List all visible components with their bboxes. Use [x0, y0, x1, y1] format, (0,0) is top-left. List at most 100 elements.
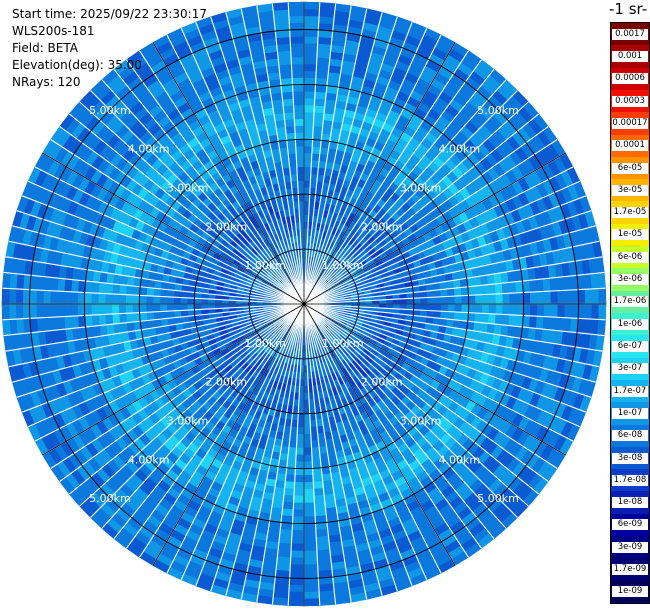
ppi-cell: [420, 297, 428, 305]
ppi-cell: [292, 509, 305, 518]
ppi-cell: [287, 446, 297, 456]
ppi-cell: [283, 487, 295, 497]
ppi-cell: [132, 303, 140, 314]
ppi-cell: [303, 104, 315, 113]
ppi-cell: [159, 296, 168, 305]
ppi-cell: [97, 303, 106, 316]
ppi-cell: [528, 279, 538, 293]
ppi-cell: [303, 90, 316, 99]
ppi-cell: [303, 42, 319, 51]
ppi-cell: [413, 303, 422, 311]
ppi-cell: [282, 494, 295, 504]
ppi-cell: [145, 303, 154, 313]
ppi-cell: [138, 295, 147, 305]
ppi-cell: [303, 97, 316, 106]
ppi-cell: [292, 516, 305, 524]
ppi-cell: [303, 468, 314, 476]
ppi-cell: [111, 303, 120, 315]
ppi-cell: [303, 77, 317, 86]
ppi-cell: [303, 591, 320, 600]
ppi-cell: [303, 584, 320, 593]
ppi-cell: [433, 289, 442, 298]
ppi-cell: [303, 550, 318, 559]
ppi-cell: [467, 285, 476, 296]
ppi-cell: [446, 311, 456, 321]
ppi-cell: [118, 284, 127, 296]
ppi-cell: [287, 598, 305, 607]
ppi-cell: [577, 288, 586, 305]
ppi-cell: [502, 292, 511, 305]
ppi-cell: [495, 293, 504, 305]
ppi-cell: [303, 522, 317, 531]
ppi-cell: [8, 303, 17, 320]
ppi-cell: [550, 290, 559, 305]
ppi-cell: [475, 303, 483, 314]
ppi-cell: [49, 303, 58, 318]
ppi-cell: [152, 311, 162, 321]
ppi-cell: [303, 570, 319, 579]
ppi-cell: [303, 22, 320, 31]
ppi-cell: [481, 293, 490, 305]
ppi-cell: [447, 303, 456, 313]
ppi-cell: [291, 522, 305, 531]
ppi-cell: [315, 63, 330, 73]
ppi-cell: [42, 303, 51, 319]
ppi-cell: [314, 91, 327, 100]
ppi-cell: [516, 292, 524, 305]
ppi-cell: [312, 481, 324, 490]
ppi-cell: [303, 173, 312, 181]
ppi-cell: [314, 508, 327, 517]
ppi-cell: [508, 314, 517, 327]
ppi-cell: [509, 292, 518, 305]
ppi-cell: [63, 303, 72, 317]
ppi-cell: [303, 70, 317, 79]
ppi-cell: [313, 111, 325, 121]
ppi-cell: [303, 495, 315, 504]
ppi-cell: [293, 481, 305, 490]
ppi-cell: [29, 289, 38, 305]
ppi-cell: [166, 296, 175, 305]
ppi-cell: [313, 494, 326, 504]
ppi-cell: [303, 461, 313, 470]
ppi-cell: [516, 303, 524, 316]
ppi-cell: [35, 289, 44, 305]
ppi-cell: [77, 303, 86, 317]
ppi-cell: [132, 294, 140, 305]
ppi-cell: [529, 291, 538, 305]
ppi-cell: [84, 303, 92, 316]
ppi-cell: [313, 487, 325, 497]
ppi-cell: [447, 295, 456, 305]
ppi-cell: [406, 303, 415, 311]
ppi-cell: [8, 288, 17, 305]
ppi-cell: [468, 294, 476, 305]
ppi-cell: [311, 139, 322, 148]
ppi-cell: [118, 312, 127, 324]
ppi-cell: [286, 460, 297, 469]
ppi-cell: [460, 311, 469, 322]
ppi-cell: [291, 536, 305, 545]
ppi-cell: [97, 292, 106, 305]
ppi-cell: [292, 502, 305, 511]
ppi-cell: [488, 293, 497, 305]
ppi-cell: [303, 447, 313, 456]
ppi-cell: [173, 303, 181, 312]
ppi-cell: [495, 303, 504, 315]
ppi-cell: [35, 303, 44, 319]
ppi-cell: [132, 312, 141, 323]
ppi-cell: [125, 303, 133, 314]
ppi-cell: [440, 288, 449, 298]
ppi-cell: [303, 63, 317, 72]
ppi-cell: [312, 474, 324, 483]
ppi-cell: [303, 557, 319, 566]
ppi-cell: [303, 15, 320, 24]
ppi-cell: [166, 289, 175, 298]
ppi-cell: [312, 132, 323, 141]
ppi-cell: [118, 303, 127, 315]
ppi-cell: [295, 461, 305, 470]
ppi-cell: [303, 111, 315, 120]
ppi-cell: [550, 303, 559, 318]
ppi-cell: [277, 549, 292, 558]
ppi-cell: [303, 420, 311, 428]
ppi-cell: [15, 303, 24, 320]
